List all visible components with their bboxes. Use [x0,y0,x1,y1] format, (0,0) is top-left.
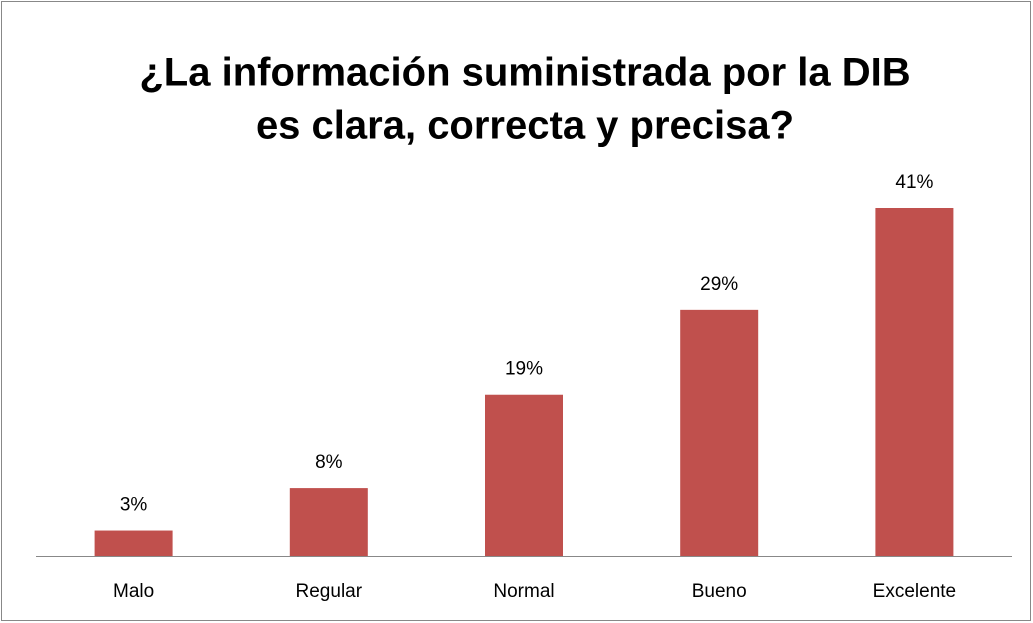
data-label: 8% [315,452,343,473]
x-tick-label: Excelente [873,581,956,602]
bar [94,530,173,556]
x-tick-label: Malo [113,581,154,602]
data-label: 29% [700,274,738,295]
chart-title: ¿La información suministrada por la DIB [139,51,910,95]
bar [680,309,759,556]
bar [289,488,368,556]
bar [485,394,563,556]
data-label: 3% [120,495,148,516]
bar [875,208,954,556]
x-tick-label: Normal [493,581,554,602]
chart-title: es clara, correcta y precisa? [256,104,794,148]
data-label: 41% [895,172,933,193]
x-tick-label: Bueno [692,581,747,602]
data-label: 19% [505,359,543,380]
x-tick-label: Regular [296,581,363,602]
